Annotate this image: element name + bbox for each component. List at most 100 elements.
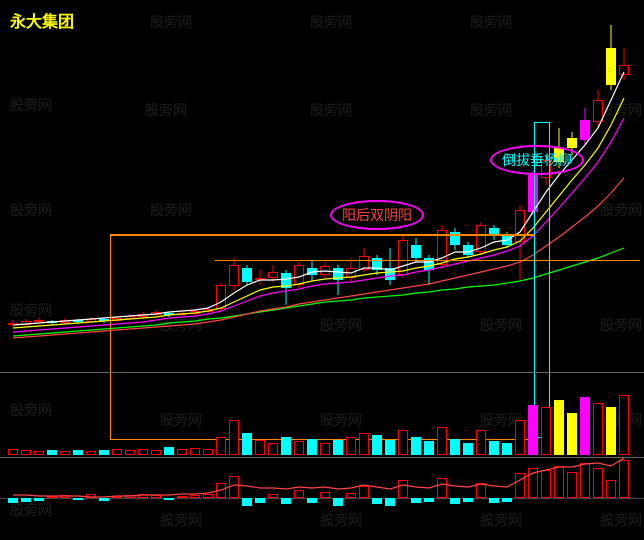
candle [47, 0, 57, 370]
volume-bar [268, 443, 278, 455]
candle [580, 0, 590, 370]
volume-bar [99, 450, 109, 455]
candle [34, 0, 44, 370]
volume-bar [619, 395, 629, 455]
candle [99, 0, 109, 370]
indicator-bar [60, 495, 70, 498]
volume-bar [541, 407, 551, 455]
volume-bar [372, 435, 382, 455]
volume-bar [47, 450, 57, 455]
volume-bar [411, 437, 421, 455]
volume-chart[interactable] [0, 375, 644, 455]
indicator-bar [294, 490, 304, 498]
volume-bar [242, 433, 252, 455]
volume-bar [151, 450, 161, 455]
volume-bar [593, 403, 603, 455]
volume-bar [21, 450, 31, 455]
volume-bar [424, 441, 434, 455]
volume-bar [60, 451, 70, 455]
indicator-chart[interactable] [0, 460, 644, 535]
volume-bar [138, 449, 148, 455]
volume-bar [125, 450, 135, 455]
volume-bar [86, 451, 96, 455]
volume-bar [320, 443, 330, 455]
candle [619, 0, 629, 370]
indicator-bar [164, 498, 174, 500]
indicator-bar [112, 496, 122, 498]
indicator-bar [73, 498, 83, 500]
volume-bar [528, 405, 538, 455]
volume-bar [229, 420, 239, 455]
indicator-bar [567, 472, 577, 498]
volume-bar [502, 443, 512, 455]
indicator-bar [34, 498, 44, 501]
volume-bar [476, 430, 486, 455]
candle [73, 0, 83, 370]
volume-bar [294, 441, 304, 455]
indicator-bar [242, 498, 252, 506]
indicator-bar [437, 478, 447, 498]
volume-bar [112, 449, 122, 455]
volume-bar [307, 439, 317, 455]
volume-bar [606, 407, 616, 455]
indicator-bar [203, 494, 213, 498]
volume-bar [450, 439, 460, 455]
indicator-bar [8, 498, 18, 503]
candle [567, 0, 577, 370]
volume-bar [73, 450, 83, 455]
volume-bar [437, 427, 447, 455]
reference-line [215, 260, 640, 261]
indicator-bar [554, 466, 564, 498]
indicator-bar [359, 486, 369, 498]
indicator-bar [450, 498, 460, 504]
volume-bar [333, 440, 343, 455]
indicator-bar [320, 492, 330, 498]
volume-bar [359, 433, 369, 455]
panel-divider [0, 457, 644, 458]
indicator-bar [333, 498, 343, 506]
volume-bar [190, 448, 200, 455]
reference-line [110, 235, 535, 236]
indicator-bar [125, 495, 135, 498]
volume-bar [8, 449, 18, 455]
candle [60, 0, 70, 370]
candle [606, 0, 616, 370]
indicator-bar [398, 480, 408, 498]
volume-bar [346, 437, 356, 455]
volume-bar [554, 400, 564, 455]
indicator-bar [424, 498, 434, 502]
indicator-bar [151, 495, 161, 498]
volume-bar [463, 443, 473, 455]
volume-bar [515, 420, 525, 455]
indicator-bar [619, 460, 629, 498]
indicator-bar [346, 493, 356, 498]
candle [593, 0, 603, 370]
zero-line [0, 498, 644, 499]
indicator-bar [177, 496, 187, 498]
indicator-bar [86, 494, 96, 498]
volume-bar [489, 441, 499, 455]
annotation-label: 倒拔垂杨柳 [490, 145, 584, 175]
indicator-bar [385, 498, 395, 506]
volume-bar [177, 449, 187, 455]
candle [21, 0, 31, 370]
indicator-bar [99, 498, 109, 501]
volume-bar [216, 437, 226, 455]
indicator-bar [489, 498, 499, 503]
annotation-label: 阳后双阴阳 [330, 200, 424, 230]
indicator-bar [593, 468, 603, 498]
indicator-bar [541, 470, 551, 498]
indicator-bar [502, 498, 512, 502]
indicator-bar [190, 495, 200, 498]
indicator-bar [255, 498, 265, 503]
indicator-bar [528, 468, 538, 498]
indicator-bar [463, 498, 473, 502]
candle [8, 0, 18, 370]
indicator-bar [281, 498, 291, 504]
indicator-bar [515, 473, 525, 498]
candle [554, 0, 564, 370]
volume-bar [34, 451, 44, 455]
volume-bar [398, 430, 408, 455]
indicator-bar [606, 480, 616, 498]
indicator-bar [580, 463, 590, 498]
